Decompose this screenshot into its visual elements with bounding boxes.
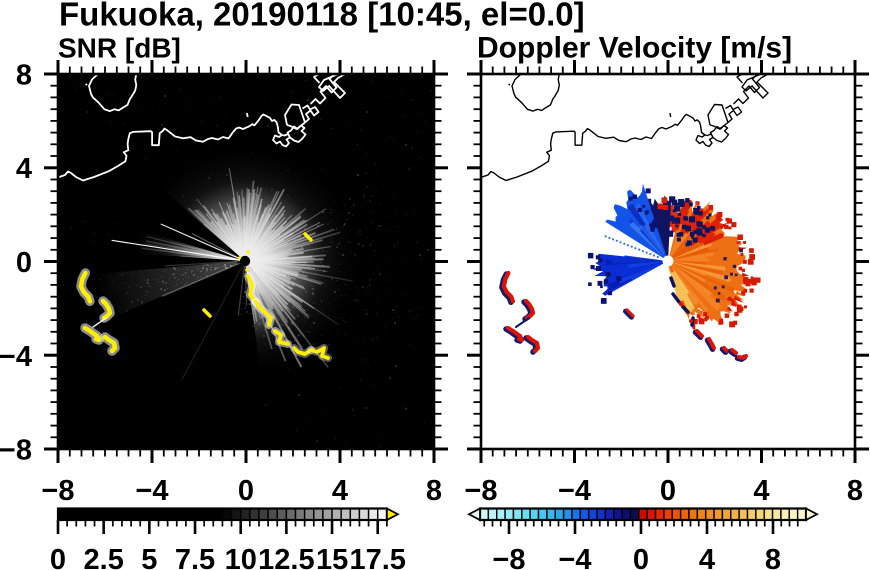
svg-text:4: 4 — [699, 544, 715, 570]
svg-text:15: 15 — [316, 544, 348, 570]
svg-text:4: 4 — [753, 475, 769, 507]
svg-text:12.5: 12.5 — [258, 544, 314, 570]
svg-text:0: 0 — [660, 475, 676, 507]
svg-text:0: 0 — [50, 544, 66, 570]
svg-text:2.5: 2.5 — [84, 544, 124, 570]
svg-text:4: 4 — [16, 153, 32, 185]
svg-text:SNR [dB]: SNR [dB] — [58, 33, 181, 64]
svg-text:−8: −8 — [492, 544, 525, 570]
svg-text:0: 0 — [16, 247, 32, 279]
svg-text:Fukuoka, 20190118 [10:45, el=0: Fukuoka, 20190118 [10:45, el=0.0] — [59, 0, 585, 33]
svg-text:−8: −8 — [41, 475, 74, 507]
svg-text:−8: −8 — [464, 475, 497, 507]
svg-text:−4: −4 — [0, 341, 32, 373]
svg-text:8: 8 — [426, 475, 442, 507]
svg-text:0: 0 — [633, 544, 649, 570]
svg-text:0: 0 — [238, 475, 254, 507]
svg-text:−4: −4 — [558, 475, 591, 507]
svg-text:−4: −4 — [135, 475, 168, 507]
svg-text:17.5: 17.5 — [349, 544, 405, 570]
svg-text:7.5: 7.5 — [175, 544, 215, 570]
svg-text:4: 4 — [332, 475, 348, 507]
svg-text:Doppler Velocity [m/s]: Doppler Velocity [m/s] — [477, 32, 792, 65]
svg-text:−8: −8 — [0, 435, 32, 467]
svg-text:8: 8 — [765, 544, 781, 570]
svg-text:10: 10 — [225, 544, 257, 570]
svg-text:8: 8 — [847, 475, 863, 507]
svg-text:5: 5 — [141, 544, 157, 570]
svg-text:−4: −4 — [558, 544, 591, 570]
svg-text:8: 8 — [16, 60, 32, 92]
